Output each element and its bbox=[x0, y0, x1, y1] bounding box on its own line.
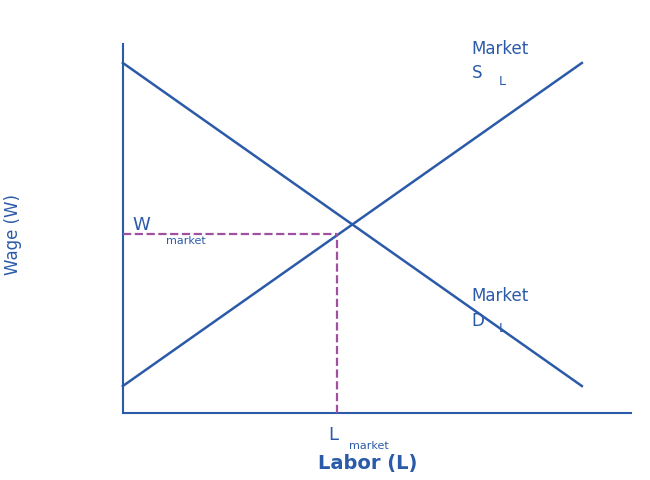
Text: L: L bbox=[499, 74, 506, 87]
Text: W: W bbox=[132, 216, 150, 234]
Text: Market: Market bbox=[472, 40, 529, 58]
Text: L: L bbox=[499, 321, 506, 334]
Text: market: market bbox=[349, 440, 389, 450]
Text: D: D bbox=[472, 311, 484, 329]
Text: Wage (W): Wage (W) bbox=[4, 194, 21, 275]
Text: Labor (L): Labor (L) bbox=[318, 453, 417, 471]
Text: S: S bbox=[472, 64, 482, 82]
Text: market: market bbox=[166, 235, 205, 245]
Text: Market: Market bbox=[472, 286, 529, 304]
Text: L: L bbox=[328, 425, 338, 443]
